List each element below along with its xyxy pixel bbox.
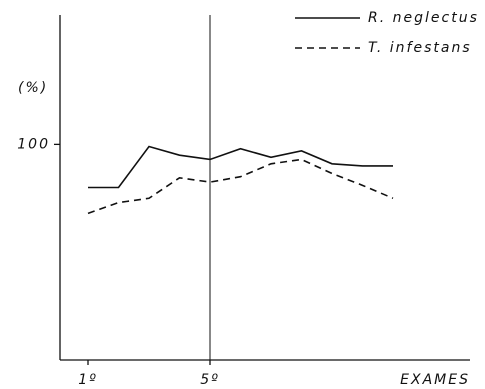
- y-axis-label: (%): [18, 80, 48, 96]
- x-axis-label: EXAMES: [400, 372, 470, 388]
- series-line: [88, 145, 393, 189]
- series-line: [87, 158, 394, 215]
- legend-label: R. neglectus: [368, 10, 479, 26]
- x-tick-label: 1º: [78, 372, 98, 388]
- y-tick-label: 100: [17, 136, 50, 152]
- legend-label: T. infestans: [368, 40, 472, 56]
- x-tick-label: 5º: [200, 372, 220, 388]
